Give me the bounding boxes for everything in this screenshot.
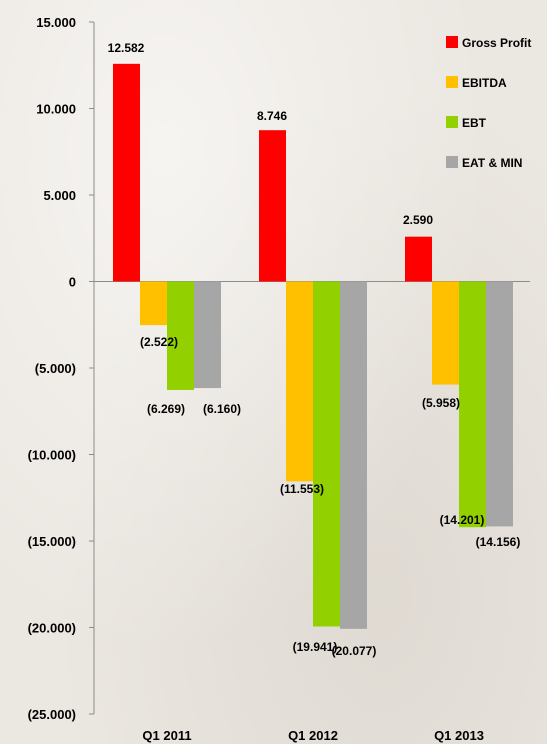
y-tick-label: 10.000 — [36, 102, 76, 117]
bar-layer — [113, 63, 513, 629]
data-label: (14.156) — [476, 535, 521, 549]
x-category-label: Q1 2012 — [288, 728, 338, 743]
data-label: 12.582 — [108, 41, 145, 55]
data-label: (11.553) — [280, 482, 324, 496]
y-tick-label: (25.000) — [28, 707, 76, 722]
data-label: (5.958) — [422, 396, 460, 410]
y-tick-label: (5.000) — [35, 361, 76, 376]
bar-ebt — [167, 281, 194, 390]
y-tick-label: (20.000) — [28, 621, 76, 636]
data-label: (2.522) — [140, 335, 178, 349]
axis-layer: 15.000 10.000 5.000 0 (5.000) (10.000) (15.000… — [28, 15, 530, 743]
bar-ebitda — [286, 281, 313, 482]
x-category-label: Q1 2011 — [142, 728, 191, 743]
bar-eat-min — [194, 281, 221, 389]
legend: Gross Profit EBITDA EBT EAT & MIN — [446, 36, 531, 170]
bar-ebt — [313, 281, 340, 627]
legend-swatch — [446, 156, 458, 168]
bar-eat-min — [340, 281, 367, 629]
legend-swatch — [446, 36, 458, 48]
legend-swatch — [446, 116, 458, 128]
y-tick-label: (15.000) — [28, 534, 76, 549]
data-label: (19.941) — [293, 640, 338, 654]
legend-label: Gross Profit — [462, 36, 531, 50]
data-label: (20.077) — [332, 644, 377, 658]
data-label: (14.201) — [440, 513, 485, 527]
y-tick-label: 0 — [69, 275, 76, 290]
legend-label: EBITDA — [462, 76, 507, 90]
y-tick-label: (10.000) — [28, 448, 76, 463]
legend-swatch — [446, 76, 458, 88]
bar-gross-profit — [405, 236, 432, 282]
data-label: 8.746 — [257, 109, 287, 123]
bar-ebitda — [140, 281, 167, 326]
bar-gross-profit — [259, 130, 286, 282]
bar-ebitda — [432, 281, 459, 385]
legend-label: EAT & MIN — [462, 156, 522, 170]
bar-eat-min — [486, 281, 513, 527]
legend-label: EBT — [462, 116, 487, 130]
x-category-label: Q1 2013 — [434, 728, 484, 743]
y-tick-label: 5.000 — [43, 188, 76, 203]
label-layer: 12.582 8.746 2.590 (2.522) (11.553) (5.958) (6… — [108, 41, 521, 658]
bar-gross-profit — [113, 63, 140, 282]
data-label: (6.269) — [147, 402, 185, 416]
y-tick-label: 15.000 — [36, 15, 76, 30]
data-label: 2.590 — [403, 213, 433, 227]
bar-ebt — [459, 281, 486, 528]
data-label: (6.160) — [203, 402, 241, 416]
